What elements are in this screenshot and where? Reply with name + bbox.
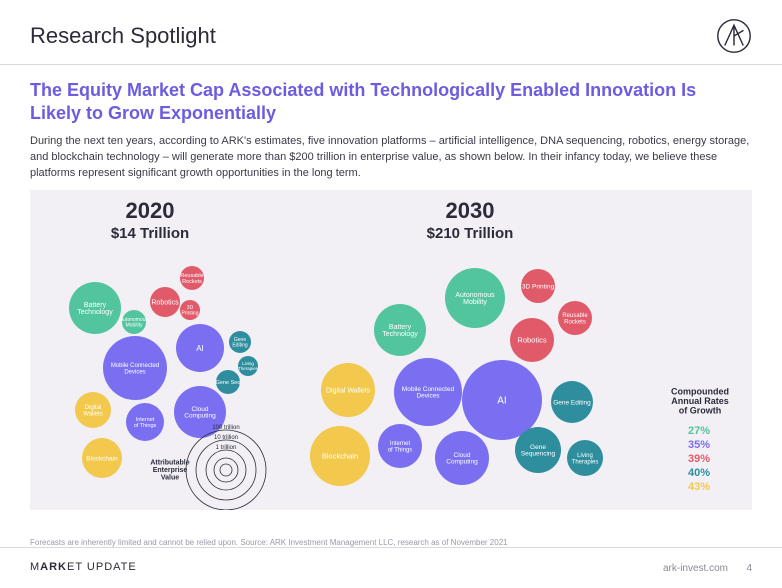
svg-text:$14 Trillion: $14 Trillion	[111, 225, 189, 242]
svg-text:Digital Wallets: Digital Wallets	[326, 387, 371, 394]
svg-text:Gene Seq: Gene Seq	[216, 380, 241, 386]
slide: Research Spotlight The Equity Market Cap…	[0, 0, 782, 588]
body-text: During the next ten years, according to …	[30, 134, 752, 182]
svg-text:Gene Editing: Gene Editing	[553, 399, 591, 406]
svg-text:ReusableRockets: ReusableRockets	[180, 273, 203, 285]
svg-text:10 trillion: 10 trillion	[214, 435, 238, 441]
svg-text:ReusableRockets: ReusableRockets	[562, 313, 588, 325]
svg-text:GeneEditing: GeneEditing	[232, 337, 248, 348]
footer-right: ark-invest.com 4	[663, 558, 752, 576]
svg-text:AttributableEnterpriseValue: AttributableEnterpriseValue	[150, 459, 189, 481]
svg-text:39%: 39%	[688, 453, 710, 465]
svg-text:AI: AI	[196, 344, 204, 353]
svg-text:Robotics: Robotics	[151, 299, 179, 306]
svg-text:1 trillion: 1 trillion	[216, 445, 237, 451]
svg-text:CompoundedAnnual Ratesof Growt: CompoundedAnnual Ratesof Growth	[671, 386, 729, 415]
svg-text:27%: 27%	[688, 425, 710, 437]
svg-text:Blockchain: Blockchain	[86, 455, 118, 462]
page-number: 4	[746, 563, 752, 574]
brand: MARKET UPDATE	[30, 561, 137, 573]
svg-text:Blockchain: Blockchain	[322, 451, 358, 460]
content: The Equity Market Cap Associated with Te…	[0, 65, 782, 532]
site-url: ark-invest.com	[663, 563, 728, 574]
svg-text:35%: 35%	[688, 439, 710, 451]
svg-text:3D Printing: 3D Printing	[522, 283, 555, 290]
svg-text:DigitalWallets: DigitalWallets	[83, 405, 102, 417]
footnote: Forecasts are inherently limited and can…	[0, 532, 782, 547]
header: Research Spotlight	[0, 0, 782, 65]
section-title: Research Spotlight	[30, 23, 216, 49]
svg-text:Internetof Things: Internetof Things	[388, 441, 413, 453]
page-title: The Equity Market Cap Associated with Te…	[30, 79, 752, 124]
brand-light: M	[30, 561, 40, 573]
svg-text:100 trillion: 100 trillion	[212, 425, 239, 431]
svg-text:AI: AI	[497, 395, 506, 406]
ark-logo-icon	[716, 18, 752, 54]
footer: MARKET UPDATE ark-invest.com 4	[0, 547, 782, 588]
svg-text:$210 Trillion: $210 Trillion	[427, 225, 514, 242]
svg-text:Internetof Things: Internetof Things	[134, 417, 157, 429]
svg-text:2020: 2020	[126, 198, 175, 223]
brand-light: ET UPDATE	[67, 561, 137, 573]
svg-text:2030: 2030	[446, 198, 495, 223]
svg-text:Robotics: Robotics	[517, 335, 546, 344]
svg-text:43%: 43%	[688, 481, 710, 493]
brand-bold: ARK	[40, 561, 67, 573]
svg-text:40%: 40%	[688, 467, 710, 479]
bubble-chart: 2020$14 TrillionBatteryTechnologyAutonom…	[30, 190, 752, 510]
